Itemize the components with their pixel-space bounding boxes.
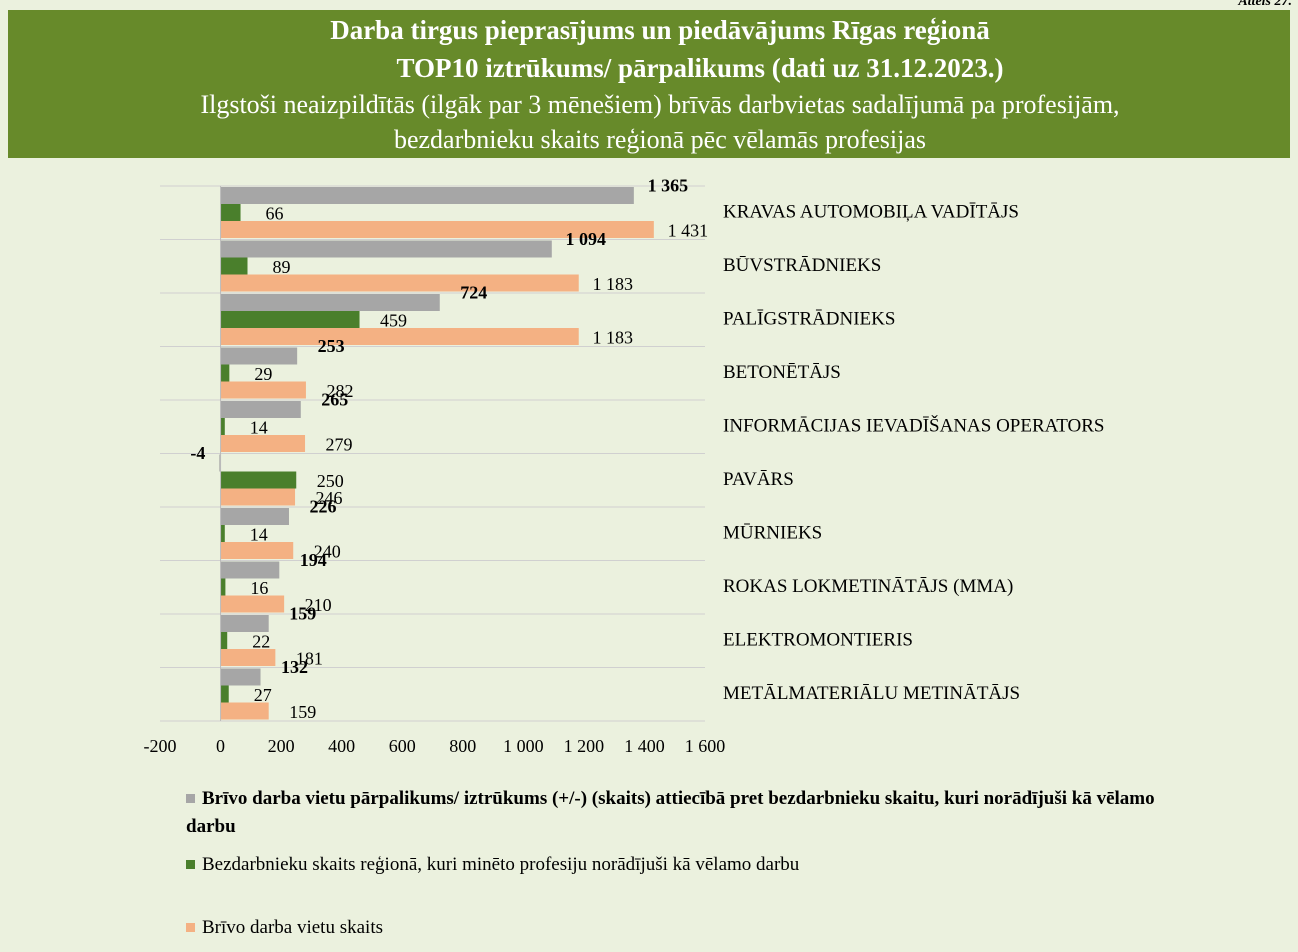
bar: [220, 187, 634, 204]
data-label: 1 183: [592, 274, 633, 294]
category-label: KRAVAS AUTOMOBIĻA VADĪTĀJS: [723, 201, 1019, 222]
x-tick-label: 0: [216, 736, 225, 756]
data-label: 1 431: [668, 221, 709, 241]
x-tick-label: 1 200: [564, 736, 605, 756]
bar: [220, 595, 285, 613]
data-label: 132: [281, 657, 308, 677]
legend-item: Bezdarbnieku skaits reģionā, kuri minēto…: [186, 851, 1166, 879]
bar: [220, 364, 230, 382]
data-label: 14: [250, 525, 268, 545]
bar: [220, 632, 228, 649]
bar: [220, 311, 360, 328]
data-label: 282: [326, 381, 353, 401]
bar: [220, 649, 276, 666]
data-label: 250: [317, 471, 344, 491]
bar: [220, 221, 654, 238]
header-band: [8, 10, 1290, 158]
bar: [220, 418, 225, 435]
data-label: 22: [252, 632, 270, 652]
legend-label: Brīvo darba vietu pārpalikums/ iztrūkums…: [186, 788, 1155, 837]
category-label: MŪRNIEKS: [723, 522, 822, 543]
bar: [220, 381, 306, 399]
bar: [220, 257, 248, 275]
bar: [220, 561, 280, 579]
x-tick-label: 1 000: [503, 736, 544, 756]
data-label: 459: [380, 311, 407, 331]
bar: [220, 435, 306, 452]
x-tick-label: 400: [328, 736, 355, 756]
category-label: ELEKTROMONTIERIS: [723, 629, 913, 650]
bar: [220, 668, 261, 686]
legend-swatch: [186, 923, 195, 932]
data-label: 265: [321, 390, 348, 410]
x-tick-label: 600: [389, 736, 416, 756]
data-label: 89: [273, 257, 291, 277]
bar: [220, 702, 269, 720]
data-label: 240: [314, 542, 341, 562]
data-label: 253: [318, 336, 345, 356]
data-label: 210: [305, 595, 332, 615]
category-label: INFORMĀCIJAS IEVADĪŠANAS OPERATORS: [723, 414, 1104, 436]
bar: [220, 240, 552, 258]
data-label: 16: [250, 578, 268, 598]
category-label: PAVĀRS: [723, 469, 794, 490]
bar: [220, 401, 301, 418]
legend-item: Brīvo darba vietu skaits: [186, 914, 1166, 942]
bar: [220, 488, 296, 506]
data-label: 29: [254, 364, 272, 384]
bar: [220, 615, 269, 632]
data-label: 159: [289, 604, 316, 624]
data-label: 226: [309, 497, 336, 517]
x-tick-label: 800: [449, 736, 476, 756]
data-label: 246: [316, 488, 343, 508]
data-label: 66: [266, 204, 284, 224]
bar: [220, 578, 226, 596]
data-label: -4: [190, 443, 205, 463]
bar: [220, 274, 579, 292]
bar: [220, 685, 229, 703]
legend-label: Bezdarbnieku skaits reģionā, kuri minēto…: [202, 854, 800, 875]
data-label: 1 094: [566, 229, 607, 249]
data-label: 27: [254, 685, 272, 705]
x-tick-label: 200: [268, 736, 295, 756]
data-label: 1 183: [592, 328, 633, 348]
figure-number: Attēls 27.: [1237, 0, 1292, 9]
bar: [220, 525, 225, 542]
category-label: ROKAS LOKMETINĀTĀJS (MMA): [723, 576, 1013, 597]
data-label: 279: [326, 435, 353, 455]
category-label: BŪVSTRĀDNIEKS: [723, 255, 881, 276]
data-label: 194: [300, 550, 327, 570]
data-label: 181: [296, 649, 323, 669]
data-label: 159: [289, 702, 316, 722]
data-label: 1 365: [648, 176, 689, 196]
bar: [220, 508, 289, 525]
bar: [220, 542, 294, 559]
category-label: BETONĒTĀJS: [723, 362, 841, 383]
chart-subtitle: bezdarbnieku skaits reģionā pēc vēlamās …: [394, 125, 926, 154]
legend-item: Brīvo darba vietu pārpalikums/ iztrūkums…: [186, 785, 1166, 841]
x-tick-label: -200: [144, 736, 177, 756]
x-tick-label: 1 400: [624, 736, 665, 756]
data-label: 724: [460, 283, 487, 303]
bar: [220, 328, 579, 345]
data-label: 14: [250, 418, 268, 438]
category-label: METĀLMATERIĀLU METINĀTĀJS: [723, 683, 1020, 704]
chart-title: TOP10 iztrūkums/ pārpalikums (dati uz 31…: [396, 53, 1003, 83]
bar: [220, 204, 241, 221]
bar: [220, 471, 297, 489]
legend-swatch: [186, 860, 195, 869]
category-label: PALĪGSTRĀDNIEKS: [723, 308, 895, 329]
chart-subtitle: Ilgstoši neaizpildītās (ilgāk par 3 mēne…: [200, 90, 1119, 119]
bar: [220, 347, 298, 365]
bar: [220, 294, 440, 311]
x-tick-label: 1 600: [685, 736, 726, 756]
legend-label: Brīvo darba vietu skaits: [202, 917, 383, 938]
chart-title: Darba tirgus pieprasījums un piedāvājums…: [330, 15, 990, 45]
bar: [219, 454, 221, 472]
legend-swatch: [186, 794, 195, 803]
